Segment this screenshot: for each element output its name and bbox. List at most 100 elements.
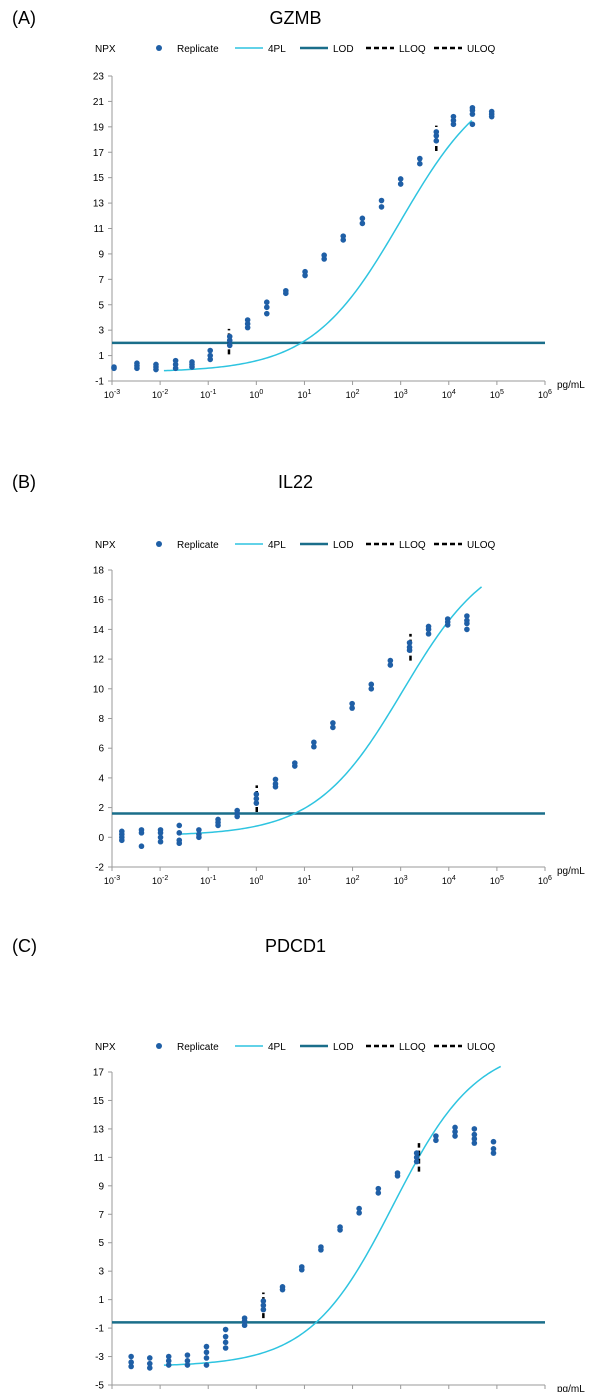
replicate-point (406, 644, 413, 651)
chart-title: PDCD1 (264, 936, 326, 956)
y-axis-label: NPX (95, 1042, 116, 1053)
replicate-point (244, 317, 251, 323)
replicate-point (146, 1355, 153, 1361)
x-tick-label: 105 (490, 389, 504, 400)
chart-panel-il22: (B) IL22 NPX Replicate 4PL LOD LLOQ ULOQ -2 0 2 4… (0, 464, 591, 904)
replicate-point (349, 700, 355, 707)
x-axis-label: pg/mL (557, 1384, 585, 1392)
replicate-point (184, 1358, 191, 1364)
replicate-point (490, 1146, 497, 1152)
y-tick-label: 1 (98, 1295, 104, 1306)
replicate-point (215, 816, 221, 823)
chart-svg: NPX Replicate 4PL LOD LLOQ ULOQ -2 0 2 4 6 8 10 12 14 1… (93, 540, 585, 886)
replicate-point (226, 342, 233, 349)
replicate-point (184, 1352, 191, 1358)
replicate-point (413, 1150, 420, 1156)
fit-curve-4pl (163, 1065, 502, 1366)
replicate-point (464, 626, 470, 633)
y-tick-label: 3 (98, 326, 104, 337)
y-tick-label: 11 (94, 1153, 105, 1164)
y-tick-label: 1 (98, 351, 104, 362)
replicate-point (387, 662, 394, 668)
replicate-point (425, 623, 432, 630)
x-tick-label: 103 (394, 875, 408, 886)
replicate-point (128, 1353, 134, 1360)
chart-svg: NPX Replicate 4PL LOD LLOQ ULOQ-5-3-113579111… (93, 1042, 585, 1392)
replicate-point (394, 1170, 401, 1176)
replicate-point (321, 252, 327, 258)
panel-label: (A) (12, 8, 36, 28)
replicate-point (157, 834, 164, 841)
legend-4pl-label: 4PL (268, 44, 286, 55)
panel-label: (B) (12, 472, 36, 492)
replicate-point (189, 359, 195, 365)
replicate-point (378, 204, 385, 210)
legend-lloq-label: LLOQ (399, 1042, 426, 1053)
y-tick-label: 6 (98, 744, 104, 755)
replicate-point (157, 838, 164, 845)
replicate-point (165, 1358, 172, 1364)
y-tick-label: 4 (98, 773, 104, 784)
replicate-point (359, 220, 366, 227)
y-axis-label: NPX (95, 540, 116, 551)
replicate-point (387, 657, 394, 664)
x-tick-label: 10-2 (152, 875, 168, 886)
legend-replicate-label: Replicate (177, 1042, 219, 1053)
replicate-point (196, 827, 202, 833)
chart-panel-pdcd1: (C) PDCD1 NPX Replicate 4PL LOD LLOQ ULOQ -5 -3… (0, 928, 591, 1392)
x-tick-label: 102 (346, 389, 360, 400)
chart-title: IL22 (277, 472, 314, 492)
legend-lloq-label: LLOQ (399, 44, 426, 55)
legend-replicate-label: Replicate (177, 540, 219, 551)
y-tick-label: 9 (98, 1181, 104, 1192)
replicate-point (337, 1224, 343, 1230)
replicate-point (356, 1210, 362, 1216)
legend-lod-label: LOD (333, 1042, 354, 1053)
replicate-point (425, 631, 432, 637)
replicate-point (128, 1363, 134, 1370)
chart-svg: NPX Replicate 4PL LOD LLOQ ULOQ-1135791113151… (93, 44, 585, 400)
x-axis-label: pg/mL (557, 866, 585, 877)
replicate-point (340, 233, 347, 239)
replicate-point (283, 287, 289, 294)
replicate-point (452, 1133, 458, 1139)
replicate-point (406, 639, 413, 646)
replicate-point (417, 155, 423, 162)
replicate-point (241, 1322, 248, 1329)
x-tick-label: 100 (249, 389, 263, 400)
replicate-point (157, 827, 164, 833)
legend-4pl-label: 4PL (268, 540, 286, 551)
replicate-point (203, 1362, 210, 1368)
replicate-point (378, 197, 385, 204)
replicate-point (207, 352, 214, 359)
y-tick-label: 10 (93, 684, 105, 695)
x-tick-label: 104 (442, 389, 456, 400)
replicate-point (146, 1365, 153, 1371)
y-tick-label: 5 (98, 300, 104, 311)
x-tick-label: 10-3 (104, 875, 120, 886)
x-axis-label: pg/mL (557, 380, 585, 391)
x-tick-label: 101 (297, 875, 311, 886)
replicate-point (375, 1190, 382, 1196)
replicate-point (176, 822, 183, 829)
replicate-point (471, 1126, 478, 1132)
replicate-point (359, 215, 366, 222)
replicate-point (330, 724, 336, 731)
replicate-point (138, 827, 145, 833)
replicate-point (222, 1333, 229, 1340)
y-tick-label: 0 (98, 833, 104, 844)
y-tick-label: 12 (93, 655, 105, 666)
replicate-point (311, 739, 317, 746)
y-axis-label: NPX (95, 44, 116, 55)
y-tick-label: 3 (98, 1267, 104, 1278)
replicate-point (203, 1343, 210, 1350)
replicate-point (172, 357, 179, 364)
replicate-point (417, 160, 423, 167)
x-tick-label: 106 (538, 875, 552, 886)
y-tick-label: 8 (98, 714, 104, 725)
replicate-point (490, 1138, 497, 1145)
replicate-point (464, 613, 470, 619)
replicate-point (433, 138, 440, 144)
replicate-point (413, 1154, 420, 1161)
replicate-point (260, 1298, 267, 1304)
